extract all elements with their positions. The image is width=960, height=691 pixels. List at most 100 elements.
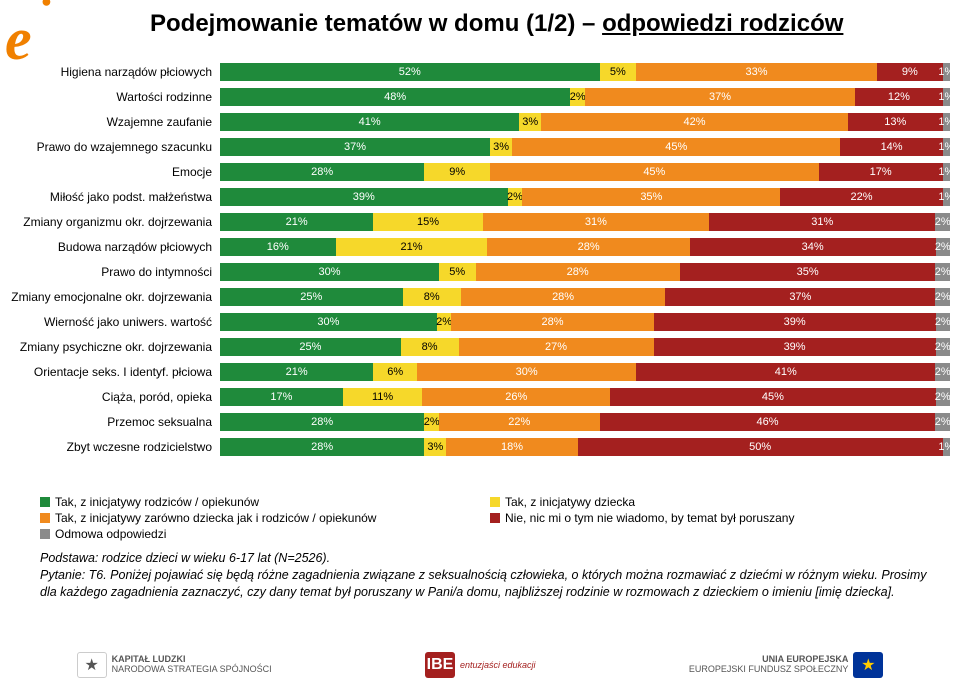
chart-row: Higiena narządów płciowych52%5%33%9%1%: [0, 60, 950, 83]
bar-segment: 28%: [451, 313, 653, 331]
row-bar: 25%8%27%39%2%: [220, 338, 950, 356]
bar-segment: 2%: [935, 363, 950, 381]
legend-item: Tak, z inicjatywy dziecka: [490, 495, 940, 509]
bar-segment: 12%: [855, 88, 943, 106]
footer-kapital-sub: NARODOWA STRATEGIA SPÓJNOŚCI: [112, 665, 272, 675]
row-label: Zbyt wczesne rodzicielstwo: [0, 440, 220, 454]
footer-logo-kapital: ★ KAPITAŁ LUDZKI NARODOWA STRATEGIA SPÓJ…: [77, 652, 272, 678]
legend-label: Tak, z inicjatywy dziecka: [505, 495, 635, 509]
bar-segment: 26%: [422, 388, 610, 406]
stacked-bar-chart: Higiena narządów płciowych52%5%33%9%1%Wa…: [0, 60, 950, 460]
bar-segment: 1%: [943, 63, 950, 81]
row-bar: 39%2%35%22%1%: [220, 188, 950, 206]
bar-segment: 9%: [877, 63, 943, 81]
bar-segment: 18%: [446, 438, 577, 456]
bar-segment: 39%: [220, 188, 508, 206]
chart-row: Miłość jako podst. małżeństwa39%2%35%22%…: [0, 185, 950, 208]
row-label: Wartości rodzinne: [0, 90, 220, 104]
bar-segment: 41%: [636, 363, 935, 381]
chart-row: Emocje28%9%45%17%1%: [0, 160, 950, 183]
footer-logo-eu: UNIA EUROPEJSKA EUROPEJSKI FUNDUSZ SPOŁE…: [689, 652, 884, 678]
bar-segment: 42%: [541, 113, 848, 131]
chart-row: Wartości rodzinne48%2%37%12%1%: [0, 85, 950, 108]
title-text-pre: Podejmowanie tematów w domu (1/2) –: [150, 10, 602, 37]
legend-swatch: [490, 497, 500, 507]
bar-segment: 5%: [439, 263, 476, 281]
row-label: Zmiany emocjonalne okr. dojrzewania: [0, 290, 220, 304]
chart-row: Budowa narządów płciowych16%21%28%34%2%: [0, 235, 950, 258]
bar-segment: 1%: [943, 138, 950, 156]
chart-row: Orientacje seks. I identyf. płciowa21%6%…: [0, 360, 950, 383]
row-bar: 21%6%30%41%2%: [220, 363, 950, 381]
legend-label: Nie, nic mi o tym nie wiadomo, by temat …: [505, 511, 794, 525]
bar-segment: 14%: [840, 138, 942, 156]
chart-notes: Podstawa: rodzice dzieci w wieku 6-17 la…: [40, 550, 940, 601]
bar-segment: 30%: [417, 363, 636, 381]
bar-segment: 28%: [476, 263, 680, 281]
chart-row: Ciąża, poród, opieka17%11%26%45%2%: [0, 385, 950, 408]
bar-segment: 2%: [935, 288, 950, 306]
bar-segment: 2%: [936, 338, 950, 356]
bar-segment: 1%: [943, 88, 950, 106]
row-label: Miłość jako podst. małżeństwa: [0, 190, 220, 204]
chart-row: Zbyt wczesne rodzicielstwo28%3%18%50%1%: [0, 435, 950, 458]
bar-segment: 17%: [220, 388, 343, 406]
notes-basis: Podstawa: rodzice dzieci w wieku 6-17 la…: [40, 550, 940, 567]
bar-segment: 28%: [220, 413, 424, 431]
chart-row: Prawo do wzajemnego szacunku37%3%45%14%1…: [0, 135, 950, 158]
bar-segment: 45%: [490, 163, 819, 181]
chart-legend: Tak, z inicjatywy rodziców / opiekunów Ta…: [40, 495, 940, 541]
page-title: Podejmowanie tematów w domu (1/2) – odpo…: [150, 10, 843, 38]
bar-segment: 8%: [403, 288, 461, 306]
bar-segment: 17%: [819, 163, 943, 181]
bar-segment: 31%: [483, 213, 709, 231]
bar-segment: 35%: [522, 188, 780, 206]
bar-segment: 2%: [437, 313, 451, 331]
row-bar: 52%5%33%9%1%: [220, 63, 950, 81]
bar-segment: 11%: [343, 388, 423, 406]
bar-segment: 21%: [220, 213, 373, 231]
bar-segment: 31%: [709, 213, 935, 231]
row-label: Zmiany organizmu okr. dojrzewania: [0, 215, 220, 229]
bar-segment: 28%: [220, 438, 424, 456]
footer-ibe-text: entuzjaści edukacji: [460, 660, 536, 670]
chart-row: Prawo do intymności30%5%28%35%2%: [0, 260, 950, 283]
bar-segment: 39%: [654, 338, 936, 356]
bar-segment: 34%: [690, 238, 936, 256]
footer-ibe-box: IBE: [425, 652, 455, 678]
legend-swatch: [40, 529, 50, 539]
bar-segment: 2%: [508, 188, 523, 206]
bar-segment: 27%: [459, 338, 654, 356]
bar-segment: 33%: [636, 63, 877, 81]
bar-segment: 1%: [943, 163, 950, 181]
row-bar: 48%2%37%12%1%: [220, 88, 950, 106]
row-bar: 21%15%31%31%2%: [220, 213, 950, 231]
bar-segment: 25%: [220, 338, 401, 356]
bar-segment: 2%: [935, 413, 950, 431]
footer-eu-sub: EUROPEJSKI FUNDUSZ SPOŁECZNY: [689, 665, 849, 675]
bar-segment: 25%: [220, 288, 403, 306]
bar-segment: 1%: [943, 113, 950, 131]
row-label: Orientacje seks. I identyf. płciowa: [0, 365, 220, 379]
footer-logos: ★ KAPITAŁ LUDZKI NARODOWA STRATEGIA SPÓJ…: [0, 645, 960, 685]
bar-segment: 30%: [220, 313, 437, 331]
bar-segment: 37%: [220, 138, 490, 156]
bar-segment: 22%: [439, 413, 600, 431]
chart-row: Przemoc seksualna28%2%22%46%2%: [0, 410, 950, 433]
row-label: Budowa narządów płciowych: [0, 240, 220, 254]
legend-item: Nie, nic mi o tym nie wiadomo, by temat …: [490, 511, 940, 525]
bar-segment: 30%: [220, 263, 439, 281]
legend-label: Tak, z inicjatywy rodziców / opiekunów: [55, 495, 259, 509]
chart-row: Zmiany psychiczne okr. dojrzewania25%8%2…: [0, 335, 950, 358]
row-label: Wierność jako uniwers. wartość: [0, 315, 220, 329]
legend-swatch: [40, 497, 50, 507]
legend-item: Tak, z inicjatywy zarówno dziecka jak i …: [40, 511, 490, 525]
row-bar: 30%2%28%39%2%: [220, 313, 950, 331]
row-bar: 28%9%45%17%1%: [220, 163, 950, 181]
bar-segment: 50%: [578, 438, 943, 456]
bar-segment: 5%: [600, 63, 637, 81]
bar-segment: 21%: [336, 238, 488, 256]
bar-segment: 2%: [935, 263, 950, 281]
legend-item: Odmowa odpowiedzi: [40, 527, 490, 541]
row-label: Zmiany psychiczne okr. dojrzewania: [0, 340, 220, 354]
